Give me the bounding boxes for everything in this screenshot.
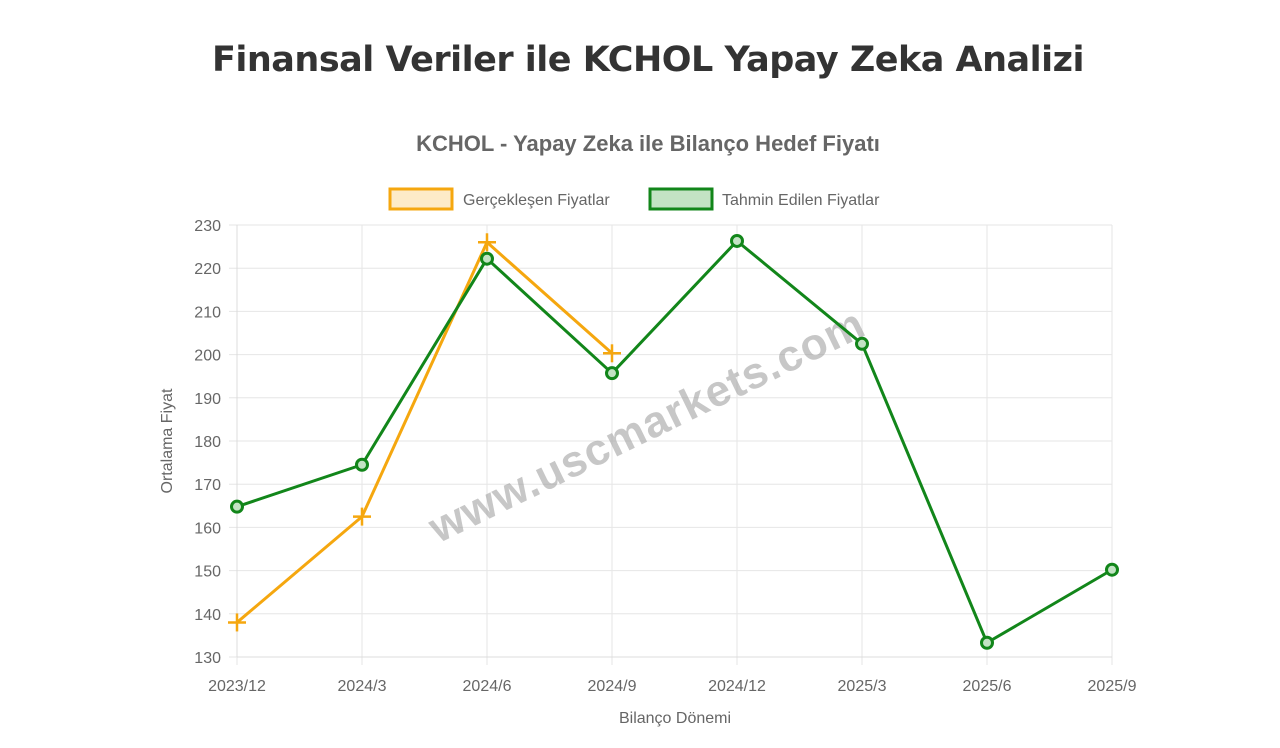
x-tick-label: 2024/3 [338, 678, 387, 695]
y-tick-label: 130 [194, 650, 221, 667]
series-layer [228, 233, 1119, 650]
x-axis-label: Bilanço Dönemi [619, 710, 731, 727]
data-point-forecast[interactable] [855, 336, 869, 351]
data-point-forecast[interactable] [355, 457, 369, 472]
legend-label-forecast[interactable]: Tahmin Edilen Fiyatlar [722, 192, 880, 209]
data-point-actual[interactable] [353, 507, 371, 526]
data-point-actual[interactable] [228, 613, 246, 632]
data-point-actual[interactable] [478, 233, 496, 252]
data-point-forecast[interactable] [1105, 562, 1119, 577]
x-tick-label: 2025/9 [1088, 678, 1137, 695]
data-point-forecast[interactable] [605, 366, 619, 381]
chart-title: KCHOL - Yapay Zeka ile Bilanço Hedef Fiy… [416, 131, 880, 156]
y-tick-label: 140 [194, 607, 221, 624]
legend-swatch-forecast[interactable] [648, 187, 714, 211]
data-point-forecast[interactable] [480, 251, 494, 266]
y-axis-label: Ortalama Fiyat [159, 388, 176, 493]
x-axis-ticks: 2023/12 2024/3 2024/6 2024/9 2024/12 2025/3 20… [208, 678, 1136, 695]
legend-label-actual[interactable]: Gerçekleşen Fiyatlar [463, 192, 610, 209]
y-tick-label: 160 [194, 520, 221, 537]
y-tick-label: 170 [194, 477, 221, 494]
y-tick-label: 230 [194, 218, 221, 235]
page-title: Finansal Veriler ile KCHOL Yapay Zeka An… [211, 40, 1085, 80]
x-tick-label: 2024/6 [463, 678, 512, 695]
y-tick-label: 180 [194, 434, 221, 451]
y-axis-ticks: 130 140 150 160 170 180 190 200 210 220 230 [194, 218, 221, 667]
y-tick-label: 220 [194, 261, 221, 278]
y-tick-label: 150 [194, 564, 221, 581]
x-tick-label: 2025/3 [838, 678, 887, 695]
data-point-forecast[interactable] [230, 499, 244, 514]
x-tick-label: 2023/12 [208, 678, 266, 695]
y-tick-label: 210 [194, 304, 221, 321]
series-line-actual [236, 240, 613, 624]
data-point-actual[interactable] [603, 344, 621, 363]
y-tick-label: 200 [194, 348, 221, 365]
x-tick-label: 2024/9 [588, 678, 637, 695]
x-tick-label: 2025/6 [963, 678, 1012, 695]
y-tick-label: 190 [194, 391, 221, 408]
legend: Gerçekleşen Fiyatlar Tahmin Edilen Fiyat… [388, 187, 880, 211]
data-point-forecast[interactable] [730, 233, 744, 248]
legend-swatch-actual[interactable] [388, 187, 454, 211]
x-tick-label: 2024/12 [708, 678, 766, 695]
series-line-forecast [236, 239, 1113, 645]
grid [229, 224, 1113, 665]
data-point-forecast[interactable] [980, 635, 994, 650]
